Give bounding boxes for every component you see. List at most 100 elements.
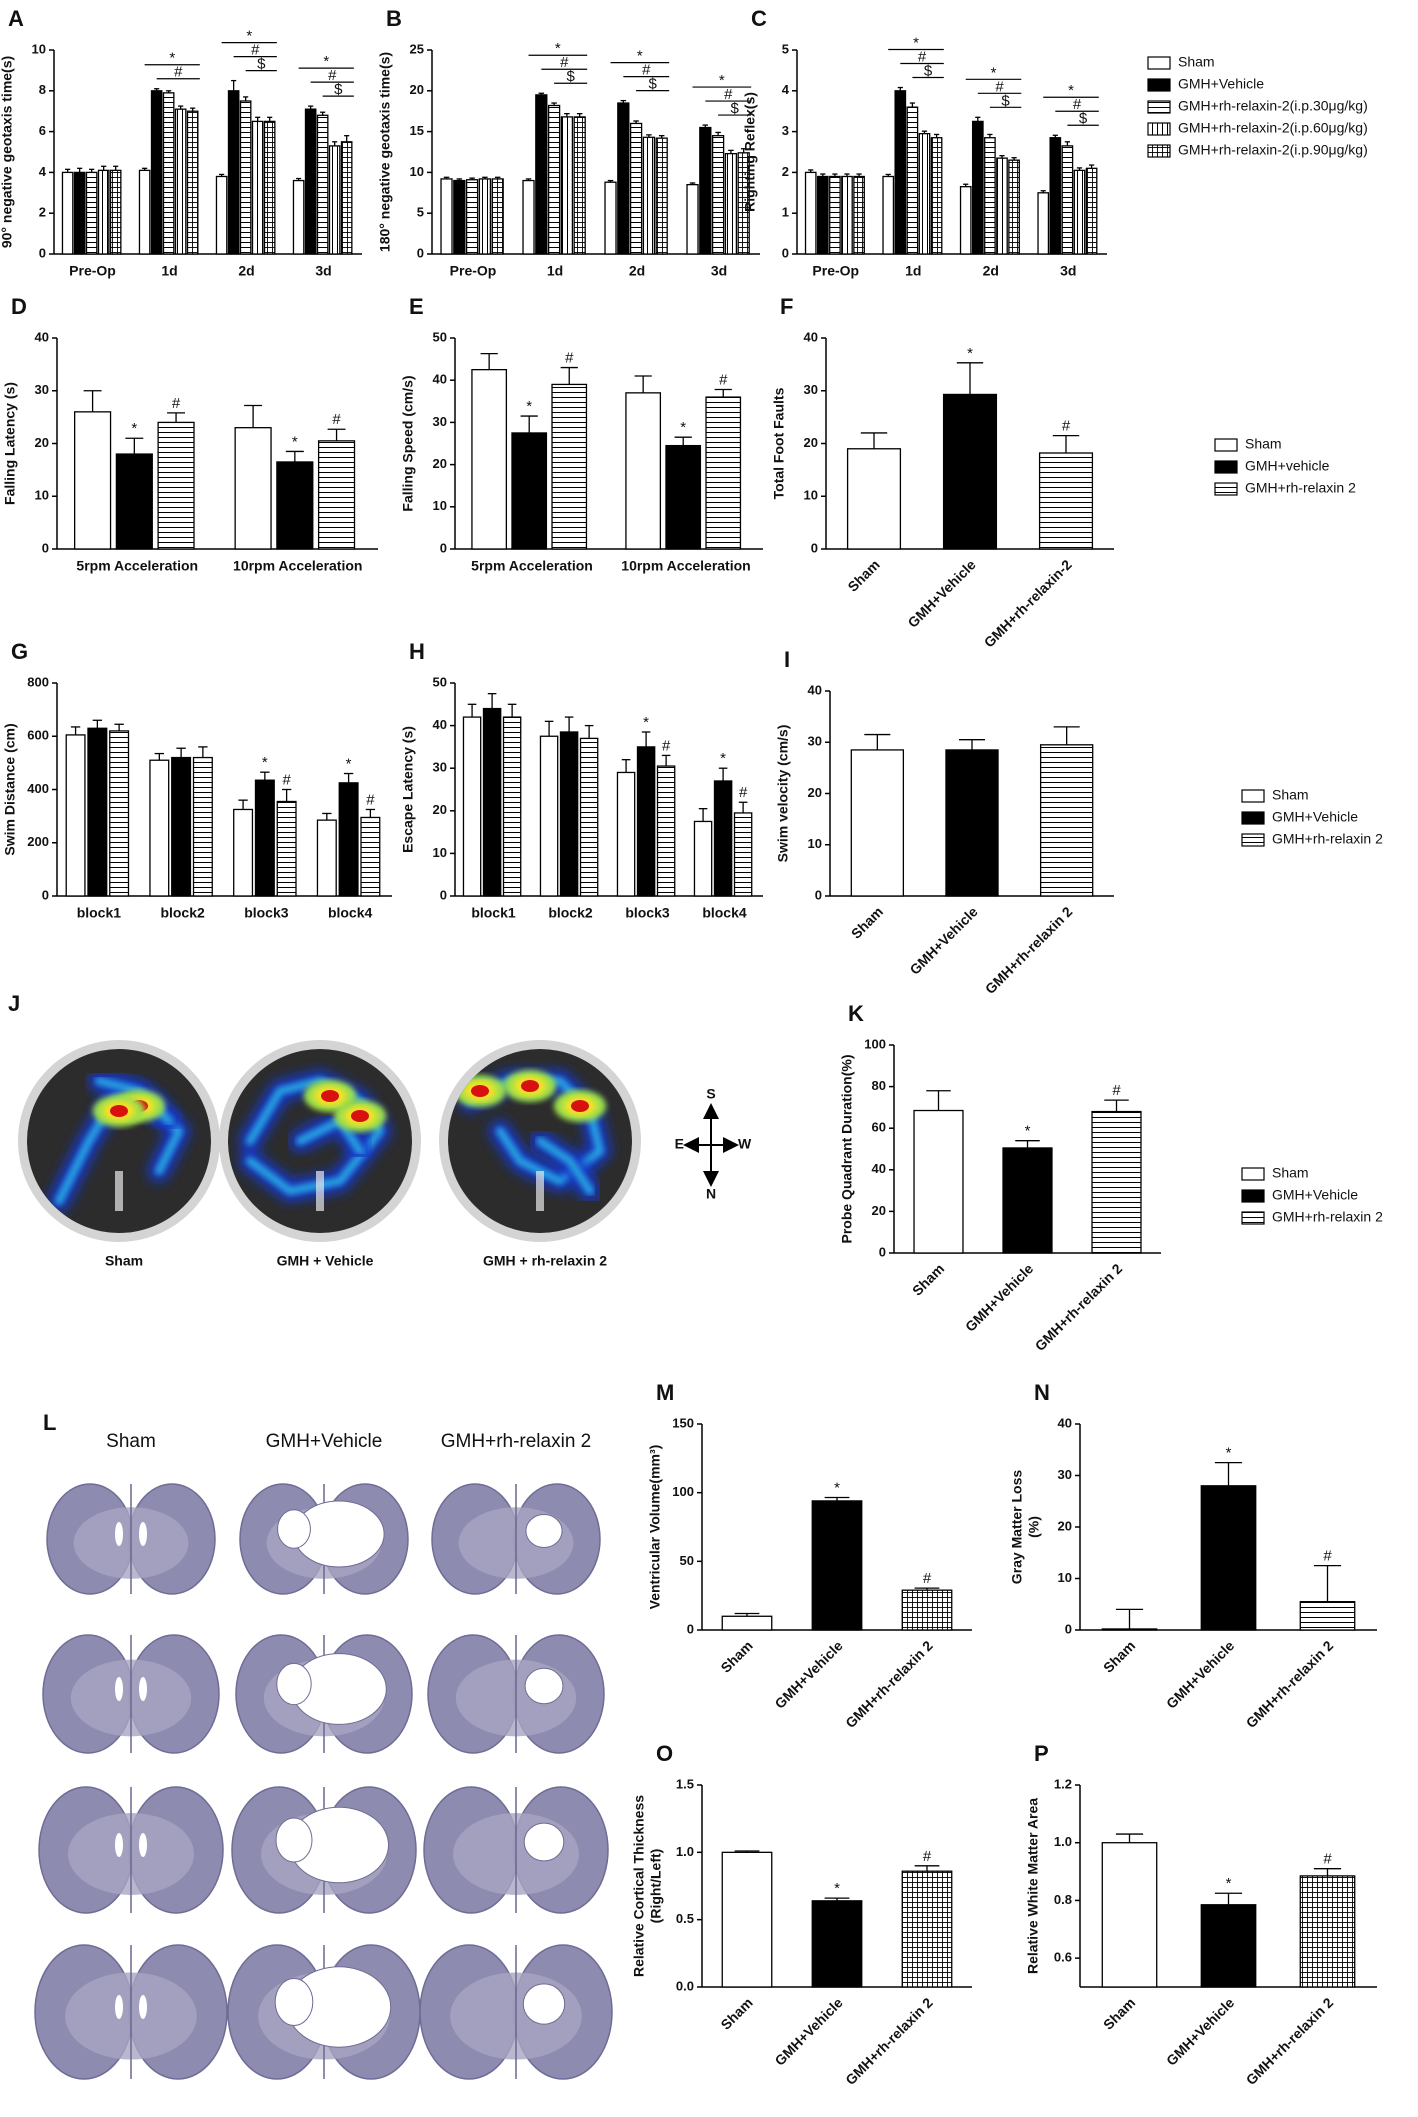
bar bbox=[263, 120, 276, 255]
y-tick-label: 10 bbox=[804, 488, 818, 503]
bar bbox=[511, 432, 548, 550]
hotspot-core bbox=[571, 1100, 589, 1112]
bar bbox=[1091, 1110, 1142, 1254]
bar bbox=[61, 171, 74, 255]
panel-letter: M bbox=[656, 1380, 674, 1405]
legend-swatch bbox=[1241, 811, 1265, 825]
significance-label: # bbox=[918, 49, 927, 66]
panel-letter: H bbox=[409, 639, 425, 664]
bar bbox=[304, 108, 317, 255]
legend-label: GMH+rh-relaxin 2 bbox=[1245, 480, 1356, 496]
x-tick-label: block2 bbox=[548, 905, 593, 921]
bar bbox=[239, 100, 252, 255]
x-tick-label: block1 bbox=[471, 905, 516, 921]
bar bbox=[721, 1851, 773, 1988]
bar bbox=[292, 179, 305, 255]
x-tick-label: GMH+Vehicle bbox=[1163, 1637, 1237, 1711]
y-axis-label: Probe Quadrant Duration(%) bbox=[839, 1054, 855, 1243]
y-tick-label: 0 bbox=[1065, 1621, 1072, 1636]
bar bbox=[1039, 744, 1094, 897]
panel-letter: C bbox=[751, 6, 767, 31]
y-axis-label: Swim velocity (cm/s) bbox=[775, 725, 791, 863]
bar bbox=[482, 707, 502, 897]
x-tick-label: GMH+Vehicle bbox=[906, 903, 980, 977]
bar bbox=[913, 1109, 964, 1254]
compass-label: E bbox=[675, 1136, 684, 1152]
legend-label: GMH+rh-relaxin-2(i.p.60μg/kg) bbox=[1178, 120, 1368, 136]
y-tick-label: 3 bbox=[782, 123, 789, 138]
y-tick-label: 400 bbox=[27, 781, 49, 796]
bar bbox=[846, 448, 902, 550]
y-tick-label: 40 bbox=[433, 372, 447, 387]
panel-letter: J bbox=[8, 991, 20, 1016]
platform-post bbox=[536, 1171, 544, 1211]
bar bbox=[162, 92, 175, 255]
bar bbox=[234, 427, 272, 550]
bar bbox=[192, 756, 213, 897]
legend-label: GMH+Vehicle bbox=[1272, 809, 1358, 825]
significance-marker: # bbox=[366, 791, 375, 808]
brain-section bbox=[231, 1786, 417, 1914]
y-axis-label: (%) bbox=[1026, 1516, 1042, 1538]
significance-label: # bbox=[995, 78, 1004, 95]
significance-label: # bbox=[724, 86, 733, 103]
y-tick-label: 800 bbox=[27, 674, 49, 689]
bar bbox=[174, 108, 187, 255]
bar bbox=[1299, 1875, 1356, 1988]
compass-label: S bbox=[706, 1086, 715, 1102]
bar bbox=[724, 152, 738, 255]
y-tick-label: 25 bbox=[410, 41, 424, 56]
bar bbox=[811, 1500, 863, 1631]
bar bbox=[560, 116, 574, 255]
ventricle bbox=[115, 1995, 123, 2019]
bar bbox=[276, 800, 297, 897]
bar bbox=[636, 746, 656, 897]
significance-marker: * bbox=[1025, 1123, 1031, 1140]
significance-label: * bbox=[991, 64, 997, 81]
image-caption: GMH + rh-relaxin 2 bbox=[483, 1253, 607, 1269]
heatmap bbox=[439, 1040, 641, 1242]
significance-marker: * bbox=[967, 345, 973, 362]
bar bbox=[1200, 1904, 1257, 1988]
y-tick-label: 20 bbox=[35, 435, 49, 450]
y-tick-label: 0 bbox=[811, 540, 818, 555]
x-tick-label: block4 bbox=[702, 905, 747, 921]
bar bbox=[959, 186, 972, 255]
legend-swatch bbox=[1214, 460, 1238, 474]
legend-swatch bbox=[1147, 100, 1171, 114]
bar bbox=[686, 183, 699, 255]
y-tick-label: 0.6 bbox=[1054, 1950, 1072, 1965]
bar bbox=[656, 765, 676, 897]
x-tick-label: Sham bbox=[717, 1994, 755, 2032]
x-tick-label: 10rpm Acceleration bbox=[233, 558, 362, 574]
y-tick-label: 100 bbox=[672, 1484, 694, 1499]
x-tick-label: block2 bbox=[160, 905, 205, 921]
y-tick-label: 20 bbox=[808, 785, 822, 800]
y-tick-label: 20 bbox=[1058, 1518, 1072, 1533]
significance-label: $ bbox=[334, 81, 343, 98]
significance-label: # bbox=[174, 64, 183, 81]
panel-letter: D bbox=[11, 294, 27, 319]
bar bbox=[901, 1589, 953, 1631]
ventricle bbox=[522, 1983, 566, 2025]
y-tick-label: 60 bbox=[872, 1120, 886, 1135]
bar bbox=[340, 141, 353, 255]
legend-label: GMH+vehicle bbox=[1245, 458, 1330, 474]
bar bbox=[539, 735, 559, 897]
bar bbox=[1085, 167, 1098, 255]
y-axis-label: Falling Speed (cm/s) bbox=[400, 375, 416, 511]
ventricle bbox=[277, 1509, 311, 1549]
bar bbox=[462, 716, 482, 897]
bar bbox=[440, 178, 453, 255]
trail-group bbox=[454, 1070, 611, 1202]
significance-label: $ bbox=[257, 56, 266, 73]
significance-marker: * bbox=[834, 1880, 840, 1897]
significance-label: # bbox=[560, 54, 569, 71]
y-axis-label: 180° negative geotaxis time(s) bbox=[377, 52, 393, 252]
y-tick-label: 0 bbox=[417, 245, 424, 260]
bar bbox=[945, 749, 999, 897]
bar bbox=[1037, 192, 1050, 255]
y-axis-label: Righting Reflex(s) bbox=[742, 92, 758, 212]
panel-letter: E bbox=[409, 294, 424, 319]
y-tick-label: 0 bbox=[440, 887, 447, 902]
